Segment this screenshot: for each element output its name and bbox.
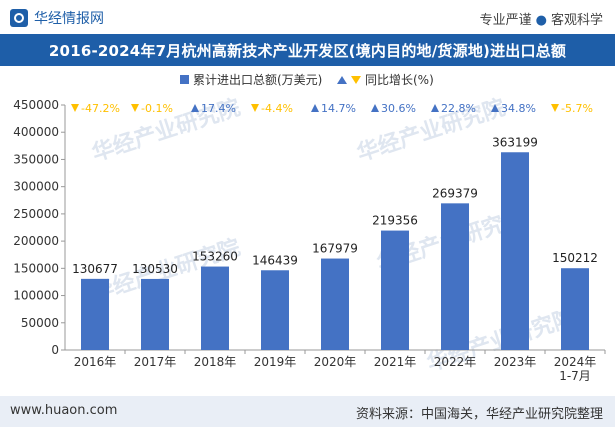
bar bbox=[501, 152, 529, 350]
growth-label: -47.2% bbox=[81, 102, 120, 115]
bar-value-label: 167979 bbox=[312, 242, 358, 256]
x-tick-label: 1-7月 bbox=[559, 369, 591, 383]
growth-down-triangle-icon bbox=[71, 104, 79, 112]
slogan-right: 客观科学 bbox=[550, 13, 603, 28]
y-tick-label: 250000 bbox=[13, 207, 59, 221]
y-tick-label: 350000 bbox=[13, 152, 59, 166]
x-tick-label: 2024年 bbox=[554, 355, 597, 369]
brand-logo-icon bbox=[10, 9, 28, 27]
legend-down-triangle-icon bbox=[351, 76, 361, 84]
growth-up-triangle-icon bbox=[431, 104, 439, 112]
growth-down-triangle-icon bbox=[551, 104, 559, 112]
y-tick-label: 450000 bbox=[13, 98, 59, 112]
x-tick-label: 2016年 bbox=[74, 355, 117, 369]
y-tick-label: 300000 bbox=[13, 180, 59, 194]
bar-value-label: 219356 bbox=[372, 214, 418, 228]
growth-down-triangle-icon bbox=[131, 104, 139, 112]
bar-value-label: 130677 bbox=[72, 262, 118, 276]
growth-up-triangle-icon bbox=[191, 104, 199, 112]
growth-up-triangle-icon bbox=[491, 104, 499, 112]
x-tick-label: 2019年 bbox=[254, 355, 297, 369]
bar bbox=[561, 268, 589, 350]
x-tick-label: 2018年 bbox=[194, 355, 237, 369]
footer-url[interactable]: www.huaon.com bbox=[10, 403, 118, 418]
x-tick-label: 2017年 bbox=[134, 355, 177, 369]
bar bbox=[141, 278, 169, 350]
legend-up-triangle-icon bbox=[337, 76, 347, 84]
brand[interactable]: 华经情报网 bbox=[10, 8, 104, 28]
watermark-text: 华经产业研究院 bbox=[354, 94, 509, 166]
growth-up-triangle-icon bbox=[311, 104, 319, 112]
growth-down-triangle-icon bbox=[251, 104, 259, 112]
bar bbox=[261, 270, 289, 350]
y-tick-label: 150000 bbox=[13, 261, 59, 275]
legend-bar-label: 累计进出口总额(万美元) bbox=[193, 73, 322, 87]
legend-bar-swatch bbox=[180, 75, 189, 84]
growth-label: 17.4% bbox=[201, 102, 236, 115]
bar-value-label: 130530 bbox=[132, 262, 178, 276]
growth-label: 30.6% bbox=[381, 102, 416, 115]
brand-name: 华经情报网 bbox=[34, 11, 104, 27]
y-tick-label: 0 bbox=[51, 343, 59, 357]
bar-value-label: 269379 bbox=[432, 186, 478, 200]
top-bar: 华经情报网 专业严谨 ● 客观科学 bbox=[0, 0, 615, 34]
bar bbox=[321, 258, 349, 350]
legend-growth-label: 同比增长(%) bbox=[365, 73, 434, 87]
title-bar: 2016-2024年7月杭州高新技术产业开发区(境内目的地/货源地)进出口总额 bbox=[0, 34, 615, 66]
footer-source: 资料来源：中国海关，华经产业研究院整理 bbox=[355, 407, 603, 422]
bar bbox=[201, 266, 229, 350]
growth-label: -0.1% bbox=[141, 102, 173, 115]
growth-label: 14.7% bbox=[321, 102, 356, 115]
chart-title: 2016-2024年7月杭州高新技术产业开发区(境内目的地/货源地)进出口总额 bbox=[48, 42, 567, 60]
bar-chart: 华经产业研究院华经产业研究院华经产业研究院华经产业研究院华经产业研究院累计进出口… bbox=[13, 73, 606, 383]
growth-label: -5.7% bbox=[561, 102, 593, 115]
bar-value-label: 146439 bbox=[252, 253, 298, 267]
footer: www.huaon.com 资料来源：中国海关，华经产业研究院整理 bbox=[0, 396, 615, 427]
x-tick-label: 2022年 bbox=[434, 355, 477, 369]
growth-label: 34.8% bbox=[501, 102, 536, 115]
bar bbox=[81, 278, 109, 350]
growth-label: -4.4% bbox=[261, 102, 293, 115]
bar-value-label: 363199 bbox=[492, 135, 538, 149]
bar-value-label: 153260 bbox=[192, 250, 238, 264]
y-tick-label: 200000 bbox=[13, 234, 59, 248]
bar bbox=[381, 230, 409, 350]
slogan: 专业严谨 ● 客观科学 bbox=[480, 9, 603, 28]
slogan-separator: ● bbox=[535, 13, 547, 28]
bar-value-label: 150212 bbox=[552, 251, 598, 265]
y-tick-label: 50000 bbox=[21, 316, 59, 330]
growth-label: 22.8% bbox=[441, 102, 476, 115]
y-tick-label: 100000 bbox=[13, 289, 59, 303]
x-tick-label: 2021年 bbox=[374, 355, 417, 369]
x-tick-label: 2023年 bbox=[494, 355, 537, 369]
x-tick-label: 2020年 bbox=[314, 355, 357, 369]
bar bbox=[441, 203, 469, 350]
growth-up-triangle-icon bbox=[371, 104, 379, 112]
y-tick-label: 400000 bbox=[13, 125, 59, 139]
slogan-left: 专业严谨 bbox=[479, 13, 532, 28]
